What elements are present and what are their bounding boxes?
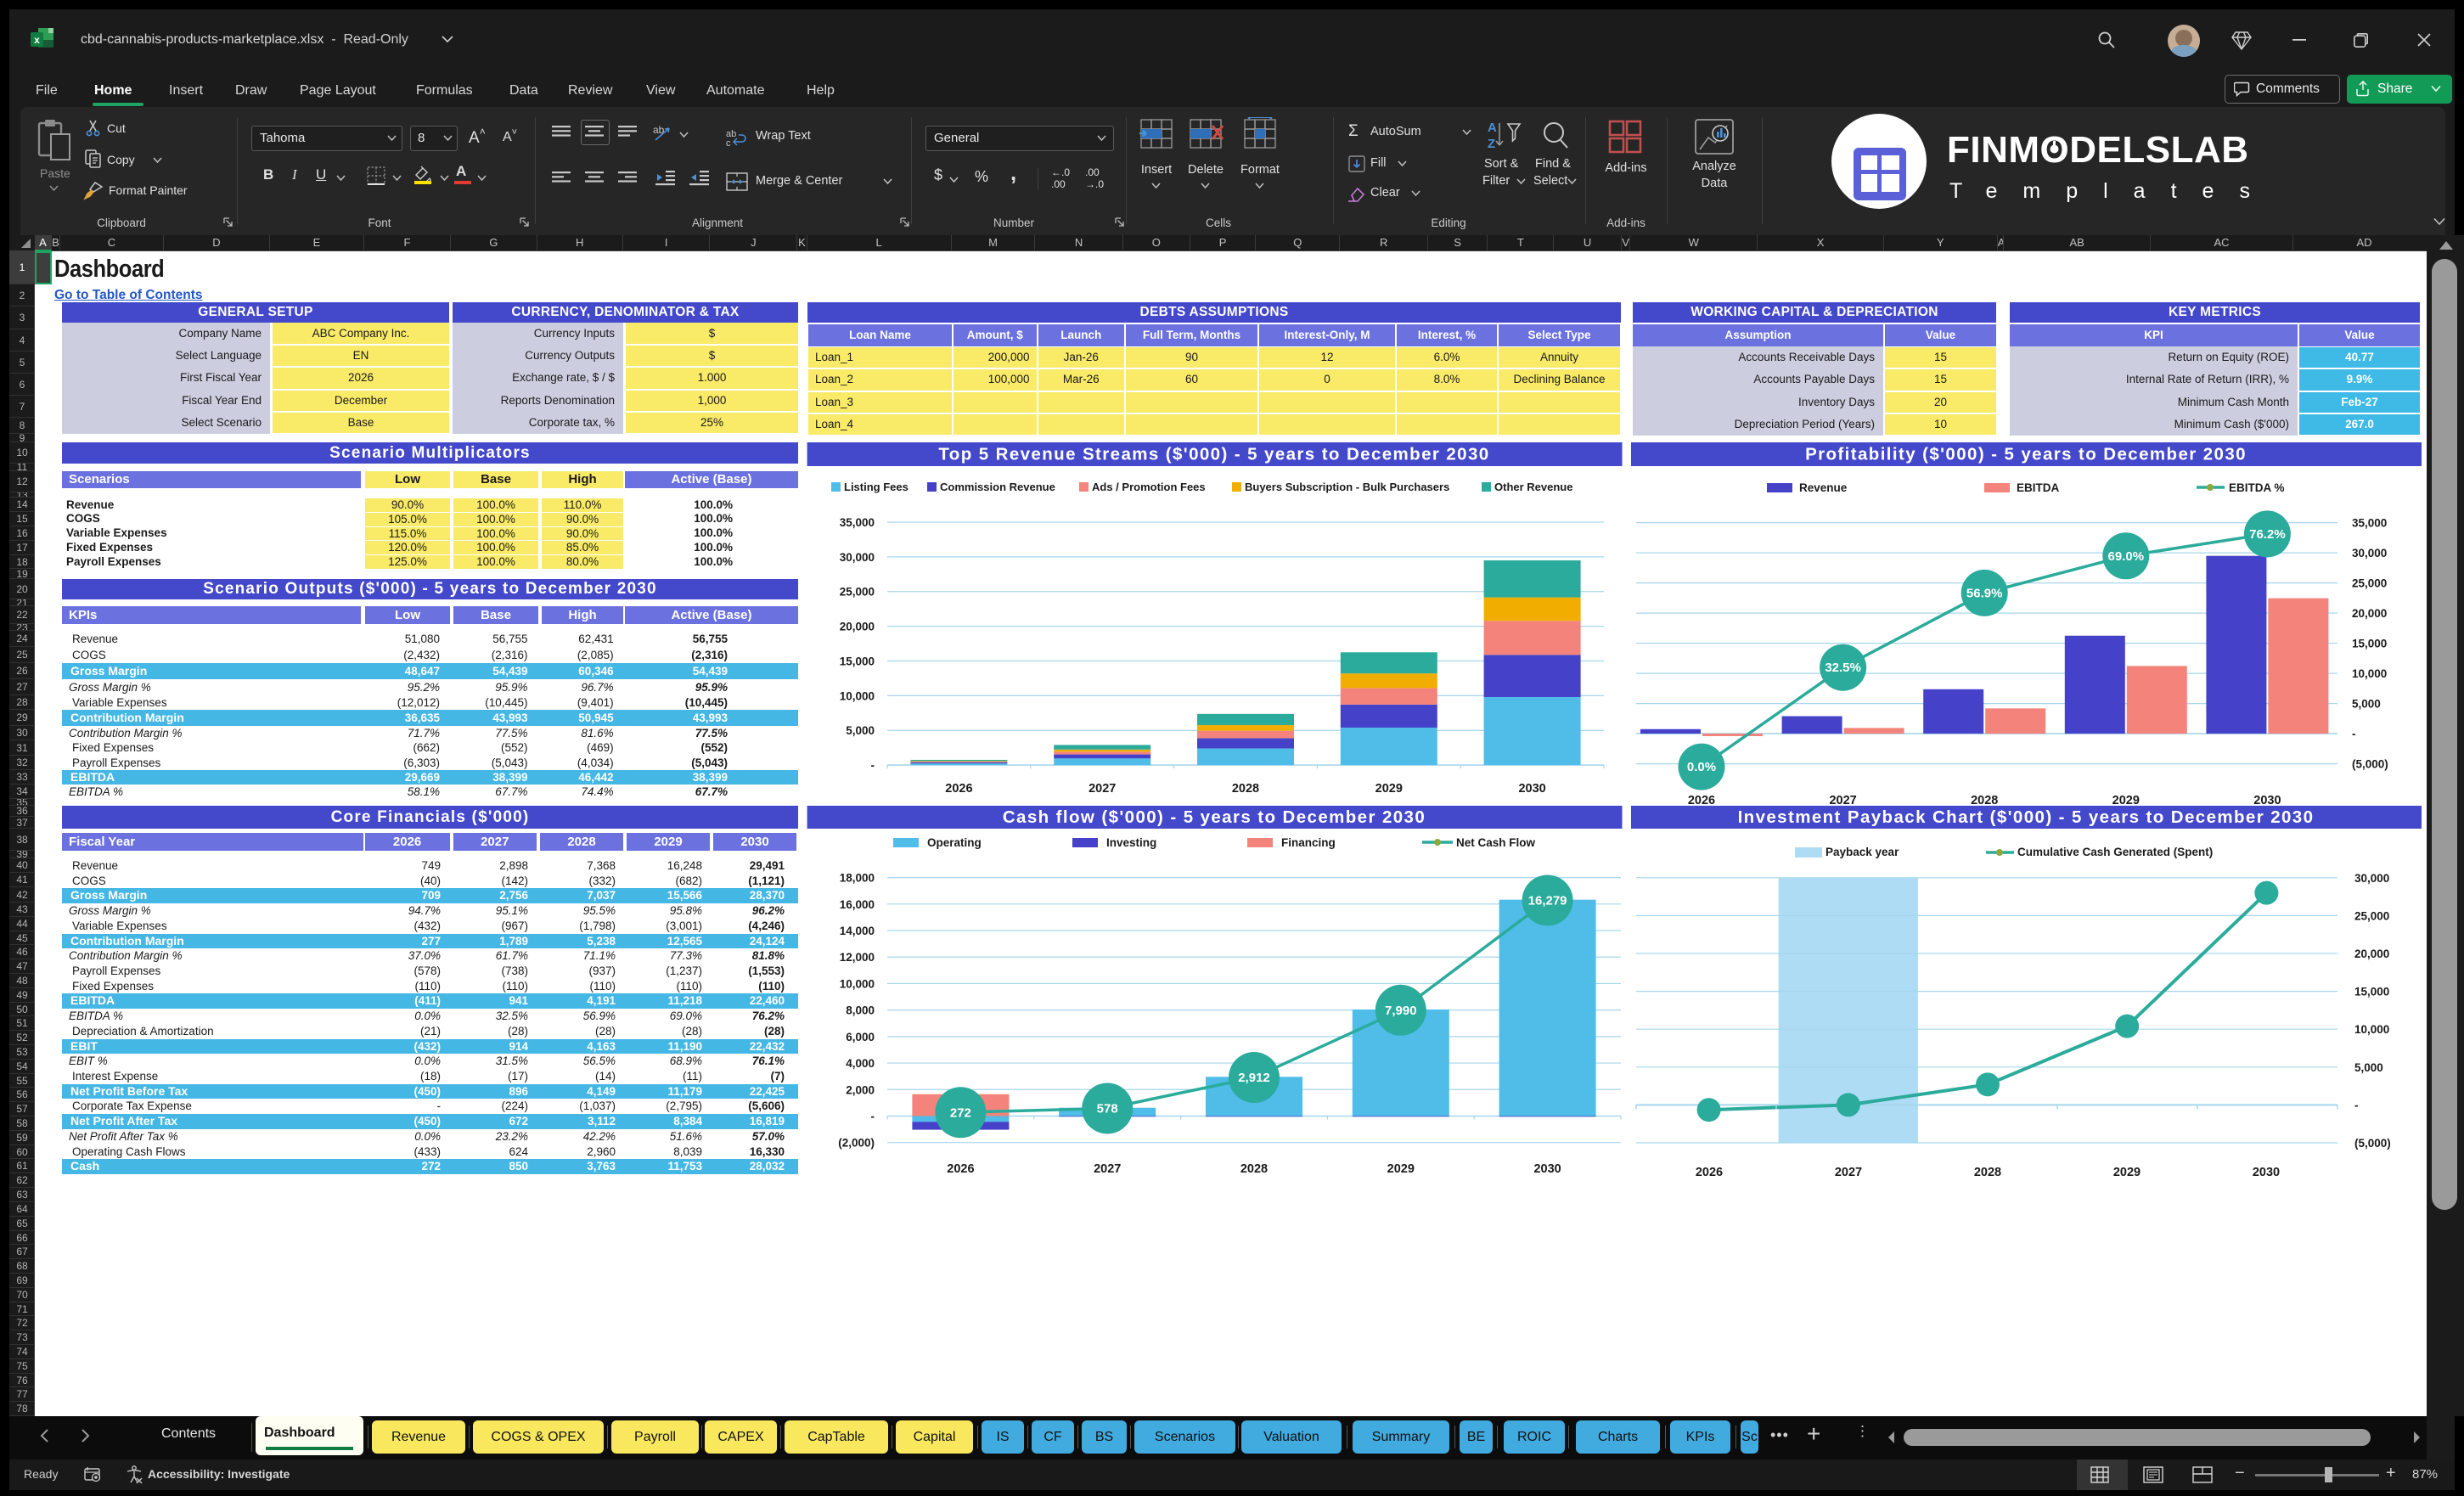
svg-text:10,000: 10,000 <box>840 977 875 990</box>
svg-text:2026: 2026 <box>1688 794 1715 807</box>
svg-text:0.0%: 0.0% <box>1687 760 1716 774</box>
svg-text:25,000: 25,000 <box>2352 577 2387 590</box>
svg-text:2026: 2026 <box>945 782 972 796</box>
svg-text:6,000: 6,000 <box>846 1031 875 1043</box>
svg-text:Operating: Operating <box>927 836 982 849</box>
svg-text:Buyers Subscription - Bulk Pur: Buyers Subscription - Bulk Purchasers <box>1245 481 1449 493</box>
svg-text:30,000: 30,000 <box>2354 872 2389 885</box>
svg-text:Cash flow ($'000) - 5 years to: Cash flow ($'000) - 5 years to December … <box>1003 807 1426 827</box>
svg-text:2029: 2029 <box>1387 1162 1415 1176</box>
svg-text:15,000: 15,000 <box>2352 638 2387 650</box>
svg-text:2027: 2027 <box>1829 794 1856 807</box>
svg-text:(5,000): (5,000) <box>2352 758 2388 771</box>
svg-text:2030: 2030 <box>2253 1166 2280 1179</box>
svg-text:Revenue: Revenue <box>1799 481 1848 494</box>
svg-text:20,000: 20,000 <box>2354 948 2389 960</box>
svg-text:-: - <box>871 1110 875 1122</box>
svg-text:14,000: 14,000 <box>840 925 875 937</box>
svg-text:16,000: 16,000 <box>840 898 875 911</box>
svg-text:2029: 2029 <box>2113 1166 2141 1179</box>
svg-text:5,000: 5,000 <box>846 724 875 737</box>
svg-text:ab: ab <box>726 129 736 139</box>
svg-text:Commission Revenue: Commission Revenue <box>940 481 1055 493</box>
svg-text:Z: Z <box>1488 137 1495 151</box>
svg-text:-: - <box>2354 1099 2359 1111</box>
svg-text:25,000: 25,000 <box>2354 909 2389 922</box>
svg-text:20,000: 20,000 <box>840 621 875 633</box>
svg-text:20,000: 20,000 <box>2352 607 2387 620</box>
svg-text:Top 5 Revenue Streams ($'000): Top 5 Revenue Streams ($'000) - 5 years … <box>938 445 1489 464</box>
svg-text:30,000: 30,000 <box>840 551 875 564</box>
svg-text:ab: ab <box>653 124 665 136</box>
svg-text:2027: 2027 <box>1089 782 1116 796</box>
svg-text:76.2%: 76.2% <box>2249 527 2286 542</box>
svg-text:2030: 2030 <box>1533 1162 1561 1176</box>
svg-text:5,000: 5,000 <box>2352 698 2381 711</box>
svg-text:25,000: 25,000 <box>840 586 875 599</box>
svg-text:Investment Payback Chart ($'00: Investment Payback Chart ($'000) - 5 yea… <box>1738 807 2315 827</box>
svg-text:10,000: 10,000 <box>2354 1023 2389 1036</box>
svg-text:272: 272 <box>950 1105 971 1120</box>
svg-text:32.5%: 32.5% <box>1825 661 1861 675</box>
svg-text:-: - <box>2352 728 2356 740</box>
svg-text:15,000: 15,000 <box>2354 986 2389 998</box>
svg-text:5,000: 5,000 <box>2354 1061 2383 1074</box>
svg-text:2027: 2027 <box>1835 1166 1862 1179</box>
svg-text:2029: 2029 <box>1375 782 1403 796</box>
svg-text:2026: 2026 <box>947 1162 974 1176</box>
svg-text:-: - <box>871 759 875 772</box>
svg-text:35,000: 35,000 <box>840 516 875 529</box>
svg-text:Payback year: Payback year <box>1825 846 1899 858</box>
svg-text:Ads / Promotion Fees: Ads / Promotion Fees <box>1092 481 1206 493</box>
svg-text:578: 578 <box>1097 1101 1118 1116</box>
svg-text:10,000: 10,000 <box>840 689 875 702</box>
svg-text:2,912: 2,912 <box>1238 1071 1270 1085</box>
svg-text:Financing: Financing <box>1281 836 1336 849</box>
svg-text:69.0%: 69.0% <box>2108 549 2145 564</box>
svg-text:56.9%: 56.9% <box>1966 586 2003 600</box>
svg-text:2030: 2030 <box>2253 794 2281 807</box>
svg-text:x: x <box>34 34 40 46</box>
svg-text:35,000: 35,000 <box>2352 517 2387 530</box>
svg-text:7,990: 7,990 <box>1385 1004 1417 1018</box>
svg-text:12,000: 12,000 <box>840 951 875 964</box>
svg-text:Investing: Investing <box>1106 836 1156 849</box>
svg-text:4,000: 4,000 <box>846 1057 875 1070</box>
svg-text:16,279: 16,279 <box>1528 893 1567 908</box>
svg-text:EBITDA %: EBITDA % <box>2229 481 2285 494</box>
svg-text:2028: 2028 <box>1974 1166 2001 1179</box>
svg-text:8,000: 8,000 <box>846 1004 875 1017</box>
svg-text:Cumulative Cash Generated (Spe: Cumulative Cash Generated (Spent) <box>2017 846 2213 858</box>
svg-text:A: A <box>1488 121 1497 135</box>
svg-text:2027: 2027 <box>1094 1162 1121 1176</box>
svg-text:2026: 2026 <box>1696 1166 1723 1179</box>
svg-text:2029: 2029 <box>2112 794 2140 807</box>
svg-text:Listing Fees: Listing Fees <box>844 481 909 493</box>
svg-text:30,000: 30,000 <box>2352 547 2387 560</box>
svg-text:18,000: 18,000 <box>840 872 875 885</box>
svg-text:2028: 2028 <box>1240 1162 1268 1176</box>
svg-text:10,000: 10,000 <box>2352 667 2387 680</box>
svg-text:EBITDA: EBITDA <box>2017 481 2060 494</box>
svg-text:Profitability ($'000) - 5 year: Profitability ($'000) - 5 years to Decem… <box>1805 445 2247 464</box>
svg-text:2030: 2030 <box>1518 782 1545 796</box>
svg-text:2028: 2028 <box>1971 794 1998 807</box>
svg-text:c: c <box>726 138 731 148</box>
svg-text:(5,000): (5,000) <box>2354 1137 2391 1150</box>
svg-text:2028: 2028 <box>1232 782 1259 796</box>
svg-text:15,000: 15,000 <box>840 655 875 667</box>
svg-text:Other Revenue: Other Revenue <box>1494 481 1572 493</box>
svg-text:2,000: 2,000 <box>846 1083 875 1096</box>
svg-text:(2,000): (2,000) <box>838 1137 875 1150</box>
svg-text:Net Cash Flow: Net Cash Flow <box>1456 836 1536 849</box>
